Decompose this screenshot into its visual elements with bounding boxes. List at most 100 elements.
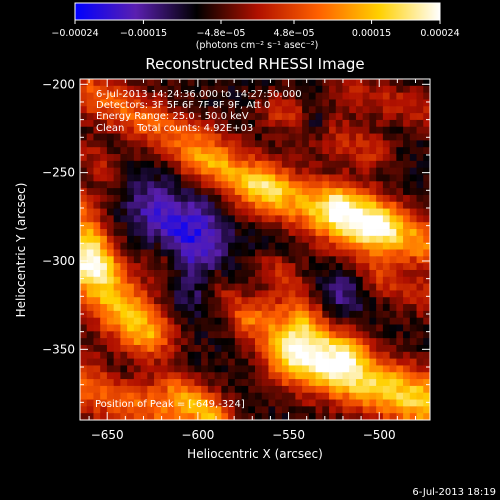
- heatmap-cell: [167, 263, 175, 271]
- heatmap-cell: [221, 392, 229, 400]
- heatmap-cell: [382, 249, 391, 257]
- heatmap-cell: [113, 99, 121, 107]
- heatmap-cell: [389, 263, 397, 271]
- heatmap-cell: [362, 256, 370, 264]
- heatmap-cell: [86, 235, 94, 244]
- heatmap-cell: [167, 399, 175, 407]
- heatmap-cell: [362, 188, 370, 196]
- heatmap-cell: [194, 215, 202, 223]
- heatmap-cell: [255, 222, 263, 230]
- heatmap-cell: [120, 304, 128, 312]
- heatmap-cell: [396, 194, 404, 203]
- heatmap-cell: [302, 133, 310, 141]
- heatmap-cell: [154, 119, 162, 128]
- heatmap-cell: [382, 222, 391, 230]
- heatmap-cell: [376, 249, 384, 257]
- heatmap-cell: [389, 235, 397, 244]
- heatmap-cell: [120, 174, 128, 182]
- heatmap-cell: [248, 263, 256, 271]
- heatmap-cell: [100, 92, 108, 100]
- heatmap-cell: [389, 154, 397, 162]
- heatmap-cell: [416, 344, 424, 353]
- heatmap-cell: [281, 385, 290, 394]
- heatmap-cell: [403, 85, 411, 94]
- heatmap-cell: [308, 235, 316, 244]
- heatmap-cell: [315, 201, 323, 209]
- heatmap-cell: [147, 126, 155, 134]
- heatmap-cell: [174, 181, 182, 189]
- heatmap-cell: [228, 229, 236, 237]
- heatmap-cell: [187, 276, 195, 284]
- heatmap-cell: [369, 235, 377, 244]
- heatmap-cell: [288, 263, 296, 271]
- heatmap-cell: [376, 365, 384, 373]
- heatmap-cell: [167, 235, 175, 244]
- heatmap-cell: [248, 181, 256, 189]
- heatmap-cell: [403, 167, 411, 175]
- heatmap-cell: [147, 194, 155, 203]
- heatmap-cell: [120, 344, 128, 353]
- heatmap-cell: [329, 160, 337, 169]
- heatmap-cell: [295, 317, 303, 325]
- heatmap-cell: [376, 113, 384, 121]
- heatmap-cell: [302, 113, 310, 121]
- heatmap-cell: [80, 283, 88, 291]
- heatmap-cell: [403, 379, 411, 387]
- heatmap-cell: [221, 106, 229, 114]
- heatmap-cell: [174, 290, 182, 298]
- heatmap-cell: [362, 113, 370, 121]
- heatmap-cell: [106, 194, 115, 203]
- heatmap-cell: [147, 283, 155, 291]
- heatmap-cell: [329, 283, 337, 291]
- heatmap-cell: [261, 133, 269, 141]
- heatmap-cell: [369, 167, 377, 175]
- heatmap-cell: [288, 385, 296, 394]
- heatmap-cell: [234, 215, 242, 223]
- heatmap-cell: [409, 235, 417, 244]
- heatmap-cell: [113, 154, 121, 162]
- heatmap-cell: [180, 167, 189, 175]
- heatmap-cell: [127, 119, 135, 128]
- heatmap-cell: [342, 365, 350, 373]
- heatmap-cell: [329, 297, 337, 305]
- heatmap-cell: [160, 297, 168, 305]
- heatmap-cell: [234, 372, 242, 380]
- heatmap-cell: [315, 235, 323, 244]
- heatmap-cell: [80, 119, 88, 128]
- heatmap-cell: [248, 160, 256, 169]
- heatmap-cell: [389, 85, 397, 94]
- heatmap-cell: [288, 85, 296, 94]
- heatmap-cell: [281, 399, 290, 407]
- heatmap-cell: [234, 256, 242, 264]
- heatmap-cell: [281, 413, 290, 420]
- heatmap-cell: [140, 208, 148, 216]
- heatmap-cell: [100, 85, 108, 94]
- heatmap-cell: [86, 310, 94, 319]
- heatmap-cell: [329, 310, 337, 319]
- heatmap-cell: [335, 99, 343, 107]
- heatmap-cell: [234, 304, 242, 312]
- heatmap-cell: [207, 194, 216, 203]
- heatmap-cell: [255, 290, 263, 298]
- heatmap-cell: [261, 113, 269, 121]
- heatmap-cell: [127, 392, 135, 400]
- heatmap-cell: [80, 365, 88, 373]
- heatmap-cell: [295, 174, 303, 182]
- heatmap-cell: [315, 229, 323, 237]
- heatmap-cell: [349, 269, 357, 278]
- heatmap-cell: [349, 201, 357, 209]
- heatmap-cell: [403, 358, 411, 366]
- heatmap-cell: [86, 140, 94, 148]
- heatmap-cell: [322, 358, 330, 366]
- heatmap-cell: [261, 235, 269, 244]
- heatmap-cell: [416, 235, 424, 244]
- heatmap-cell: [409, 85, 417, 94]
- heatmap-cell: [248, 174, 256, 182]
- heatmap-cell: [355, 126, 364, 134]
- heatmap-cell: [403, 113, 411, 121]
- heatmap-cell: [93, 85, 101, 94]
- heatmap-cell: [308, 92, 316, 100]
- heatmap-cell: [275, 194, 283, 203]
- heatmap-cell: [369, 290, 377, 298]
- heatmap-cell: [355, 385, 364, 394]
